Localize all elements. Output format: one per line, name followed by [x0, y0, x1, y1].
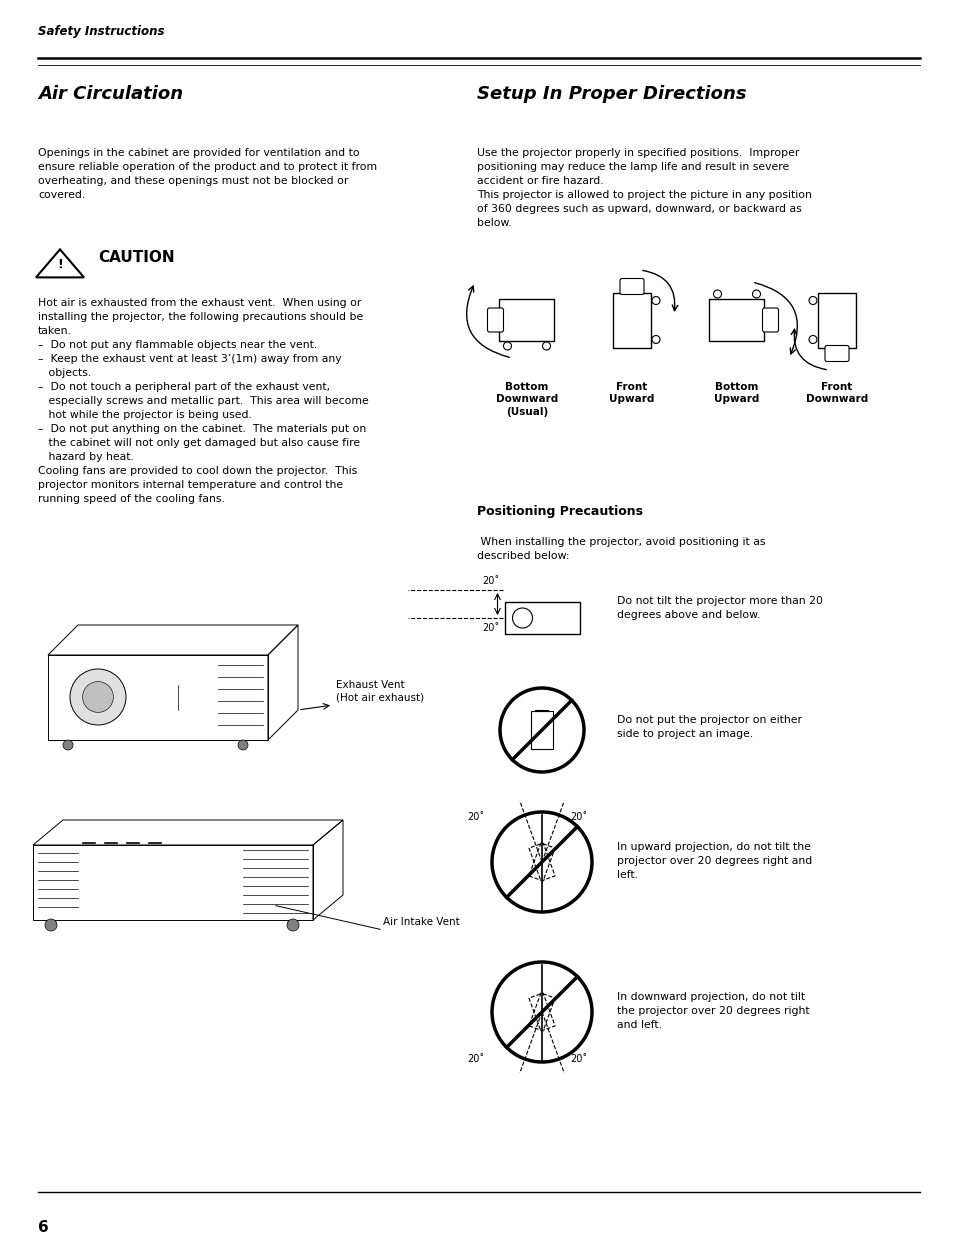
Text: Exhaust Vent
(Hot air exhaust): Exhaust Vent (Hot air exhaust) [335, 680, 424, 703]
Text: Air Circulation: Air Circulation [38, 85, 183, 103]
FancyBboxPatch shape [761, 308, 778, 332]
FancyBboxPatch shape [504, 601, 578, 634]
Text: Bottom
Downward
(Usual): Bottom Downward (Usual) [496, 382, 558, 416]
Text: Safety Instructions: Safety Instructions [38, 25, 164, 38]
Text: When installing the projector, avoid positioning it as
described below:: When installing the projector, avoid pos… [476, 537, 764, 561]
Text: Front
Downward: Front Downward [805, 382, 867, 404]
Text: !: ! [57, 258, 63, 272]
Text: Bottom
Upward: Bottom Upward [714, 382, 759, 404]
Circle shape [542, 342, 550, 350]
Circle shape [83, 682, 113, 713]
FancyBboxPatch shape [709, 299, 763, 341]
Circle shape [237, 740, 248, 750]
Text: In downward projection, do not tilt
the projector over 20 degrees right
and left: In downward projection, do not tilt the … [617, 992, 809, 1030]
Circle shape [492, 811, 592, 911]
Circle shape [70, 669, 126, 725]
Circle shape [63, 740, 73, 750]
Text: 20˚: 20˚ [569, 1053, 587, 1065]
Circle shape [752, 290, 760, 298]
Circle shape [503, 342, 511, 350]
FancyBboxPatch shape [824, 346, 848, 362]
Text: 20˚: 20˚ [467, 1053, 484, 1065]
Circle shape [45, 919, 57, 931]
Text: Openings in the cabinet are provided for ventilation and to
ensure reliable oper: Openings in the cabinet are provided for… [38, 148, 376, 200]
FancyBboxPatch shape [487, 308, 503, 332]
Circle shape [287, 919, 298, 931]
Text: CAUTION: CAUTION [98, 249, 174, 266]
Circle shape [808, 336, 816, 343]
Circle shape [651, 336, 659, 343]
Text: 6: 6 [38, 1220, 49, 1235]
Text: 20˚: 20˚ [481, 622, 498, 634]
Circle shape [492, 962, 592, 1062]
Text: 20˚: 20˚ [467, 811, 484, 823]
Text: Do not put the projector on either
side to project an image.: Do not put the projector on either side … [617, 715, 801, 739]
Text: 20˚: 20˚ [569, 811, 587, 823]
Text: In upward projection, do not tilt the
projector over 20 degrees right and
left.: In upward projection, do not tilt the pr… [617, 842, 811, 881]
Text: Positioning Precautions: Positioning Precautions [476, 505, 642, 517]
Text: Hot air is exhausted from the exhaust vent.  When using or
installing the projec: Hot air is exhausted from the exhaust ve… [38, 298, 369, 504]
Text: Do not tilt the projector more than 20
degrees above and below.: Do not tilt the projector more than 20 d… [617, 597, 822, 620]
Circle shape [808, 296, 816, 305]
FancyBboxPatch shape [619, 279, 643, 294]
FancyBboxPatch shape [499, 299, 554, 341]
Text: Air Intake Vent: Air Intake Vent [382, 918, 459, 927]
Text: Setup In Proper Directions: Setup In Proper Directions [476, 85, 746, 103]
Circle shape [713, 290, 720, 298]
Text: Use the projector properly in specified positions.  Improper
positioning may red: Use the projector properly in specified … [476, 148, 811, 228]
Text: 20˚: 20˚ [481, 576, 498, 585]
FancyBboxPatch shape [613, 293, 650, 347]
FancyBboxPatch shape [817, 293, 855, 347]
Circle shape [651, 296, 659, 305]
Circle shape [499, 688, 583, 772]
Text: Front
Upward: Front Upward [609, 382, 654, 404]
